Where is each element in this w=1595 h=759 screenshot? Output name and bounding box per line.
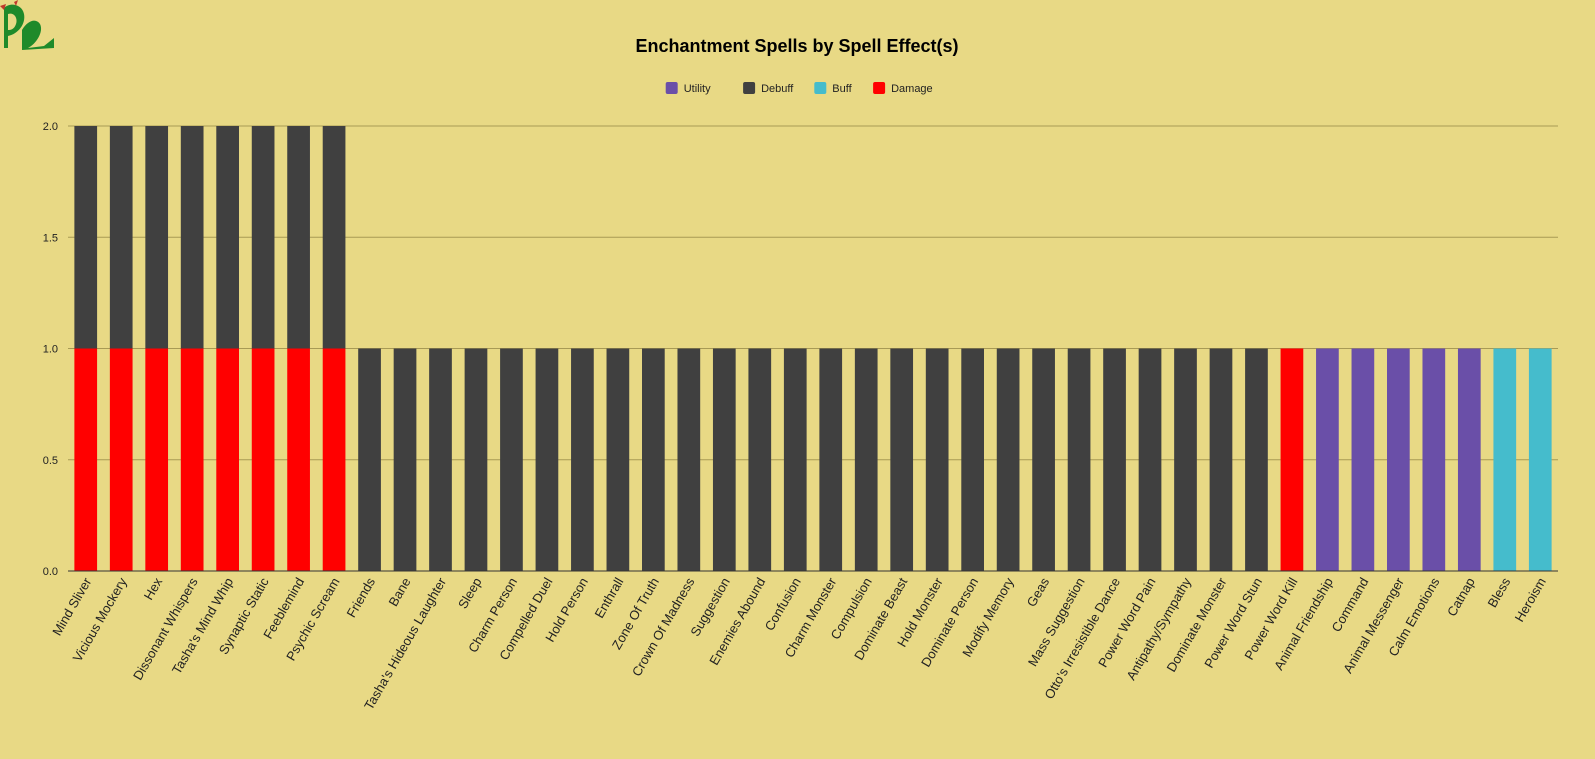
bar-segment <box>322 126 346 349</box>
chart-gridlines <box>68 125 1558 461</box>
x-tick-label: Antipathy/Sympathy <box>1123 575 1194 683</box>
bar-segment <box>180 348 204 571</box>
bar-segment <box>854 348 878 571</box>
bar-segment <box>1457 348 1481 571</box>
legend-swatch <box>743 82 756 94</box>
bar-segment <box>216 126 239 349</box>
bar-segment <box>1209 348 1233 571</box>
bar-segment <box>500 348 523 571</box>
bar-segment <box>571 348 594 571</box>
bar-segment <box>1316 348 1339 571</box>
legend-swatch <box>814 82 827 94</box>
bar-segment <box>535 348 559 571</box>
bar-segment <box>251 348 275 571</box>
y-tick-label: 1.5 <box>43 232 58 244</box>
bar-segment <box>180 126 204 349</box>
x-tick-label: Sleep <box>455 575 485 611</box>
bar-segment <box>322 348 346 571</box>
bar-segment <box>1387 348 1410 571</box>
dragon-logo-icon <box>0 0 54 50</box>
bar-segment <box>429 348 452 571</box>
bar-segment <box>1174 348 1197 571</box>
x-tick-label: Hex <box>141 575 166 603</box>
bar-segment <box>1138 348 1162 571</box>
bar-segment <box>712 348 736 571</box>
bar-segment <box>1528 348 1552 571</box>
x-tick-label: Dissonant Whispers <box>130 575 201 683</box>
bar-segment <box>996 348 1020 571</box>
bar-segment <box>819 348 843 571</box>
bar-segment <box>287 348 310 571</box>
bar-segment <box>393 348 417 571</box>
bar-segment <box>1032 348 1055 571</box>
x-tick-label: Bane <box>385 575 413 609</box>
x-tick-label: Catnap <box>1444 575 1478 619</box>
y-tick-label: 2.0 <box>43 121 58 133</box>
legend-label: Debuff <box>761 83 794 95</box>
y-axis-ticks: 0.0 0.5 1.0 1.5 2.0 <box>43 121 58 578</box>
bar-segment <box>1067 348 1091 571</box>
bar-segment <box>1103 348 1126 571</box>
bar-segment <box>145 348 169 571</box>
bar-segment <box>783 348 807 571</box>
legend-label: Damage <box>891 83 933 95</box>
x-tick-label: Heroism <box>1512 575 1549 624</box>
x-tick-label: Geas <box>1024 575 1053 610</box>
bar-segment <box>748 348 772 571</box>
x-tick-label: Enthrall <box>591 575 626 621</box>
bar-segment <box>145 126 169 349</box>
bar-segment <box>109 126 133 349</box>
bar-segment <box>109 348 133 571</box>
bar-segment <box>642 348 665 571</box>
chart-title: Enchantment Spells by Spell Effect(s) <box>635 36 958 56</box>
legend-label: Buff <box>832 83 852 95</box>
chart-bars <box>74 126 1552 571</box>
bar-segment <box>1493 348 1517 571</box>
bar-segment <box>961 348 984 571</box>
bar-segment <box>1280 348 1304 571</box>
bar-segment <box>606 348 630 571</box>
legend-swatch <box>873 82 886 94</box>
bar-segment <box>925 348 949 571</box>
x-tick-label: Friends <box>343 575 378 620</box>
bar-segment <box>1422 348 1446 571</box>
x-tick-label: Bless <box>1484 575 1513 610</box>
bar-segment <box>464 348 488 571</box>
bar-segment <box>890 348 914 571</box>
bar-segment <box>287 126 310 349</box>
bar-segment <box>74 126 98 349</box>
legend-swatch <box>665 82 678 94</box>
bar-segment <box>677 348 701 571</box>
y-tick-label: 0.5 <box>43 455 58 467</box>
bar-segment <box>358 348 381 571</box>
chart-legend: Utility Debuff Buff Damage <box>665 82 933 95</box>
bar-segment <box>216 348 239 571</box>
y-tick-label: 1.0 <box>43 344 58 356</box>
legend-label: Utility <box>684 83 711 95</box>
bar-segment <box>74 348 98 571</box>
bar-segment <box>251 126 275 349</box>
y-tick-label: 0.0 <box>43 566 58 578</box>
bar-segment <box>1351 348 1375 571</box>
bar-segment <box>1245 348 1268 571</box>
